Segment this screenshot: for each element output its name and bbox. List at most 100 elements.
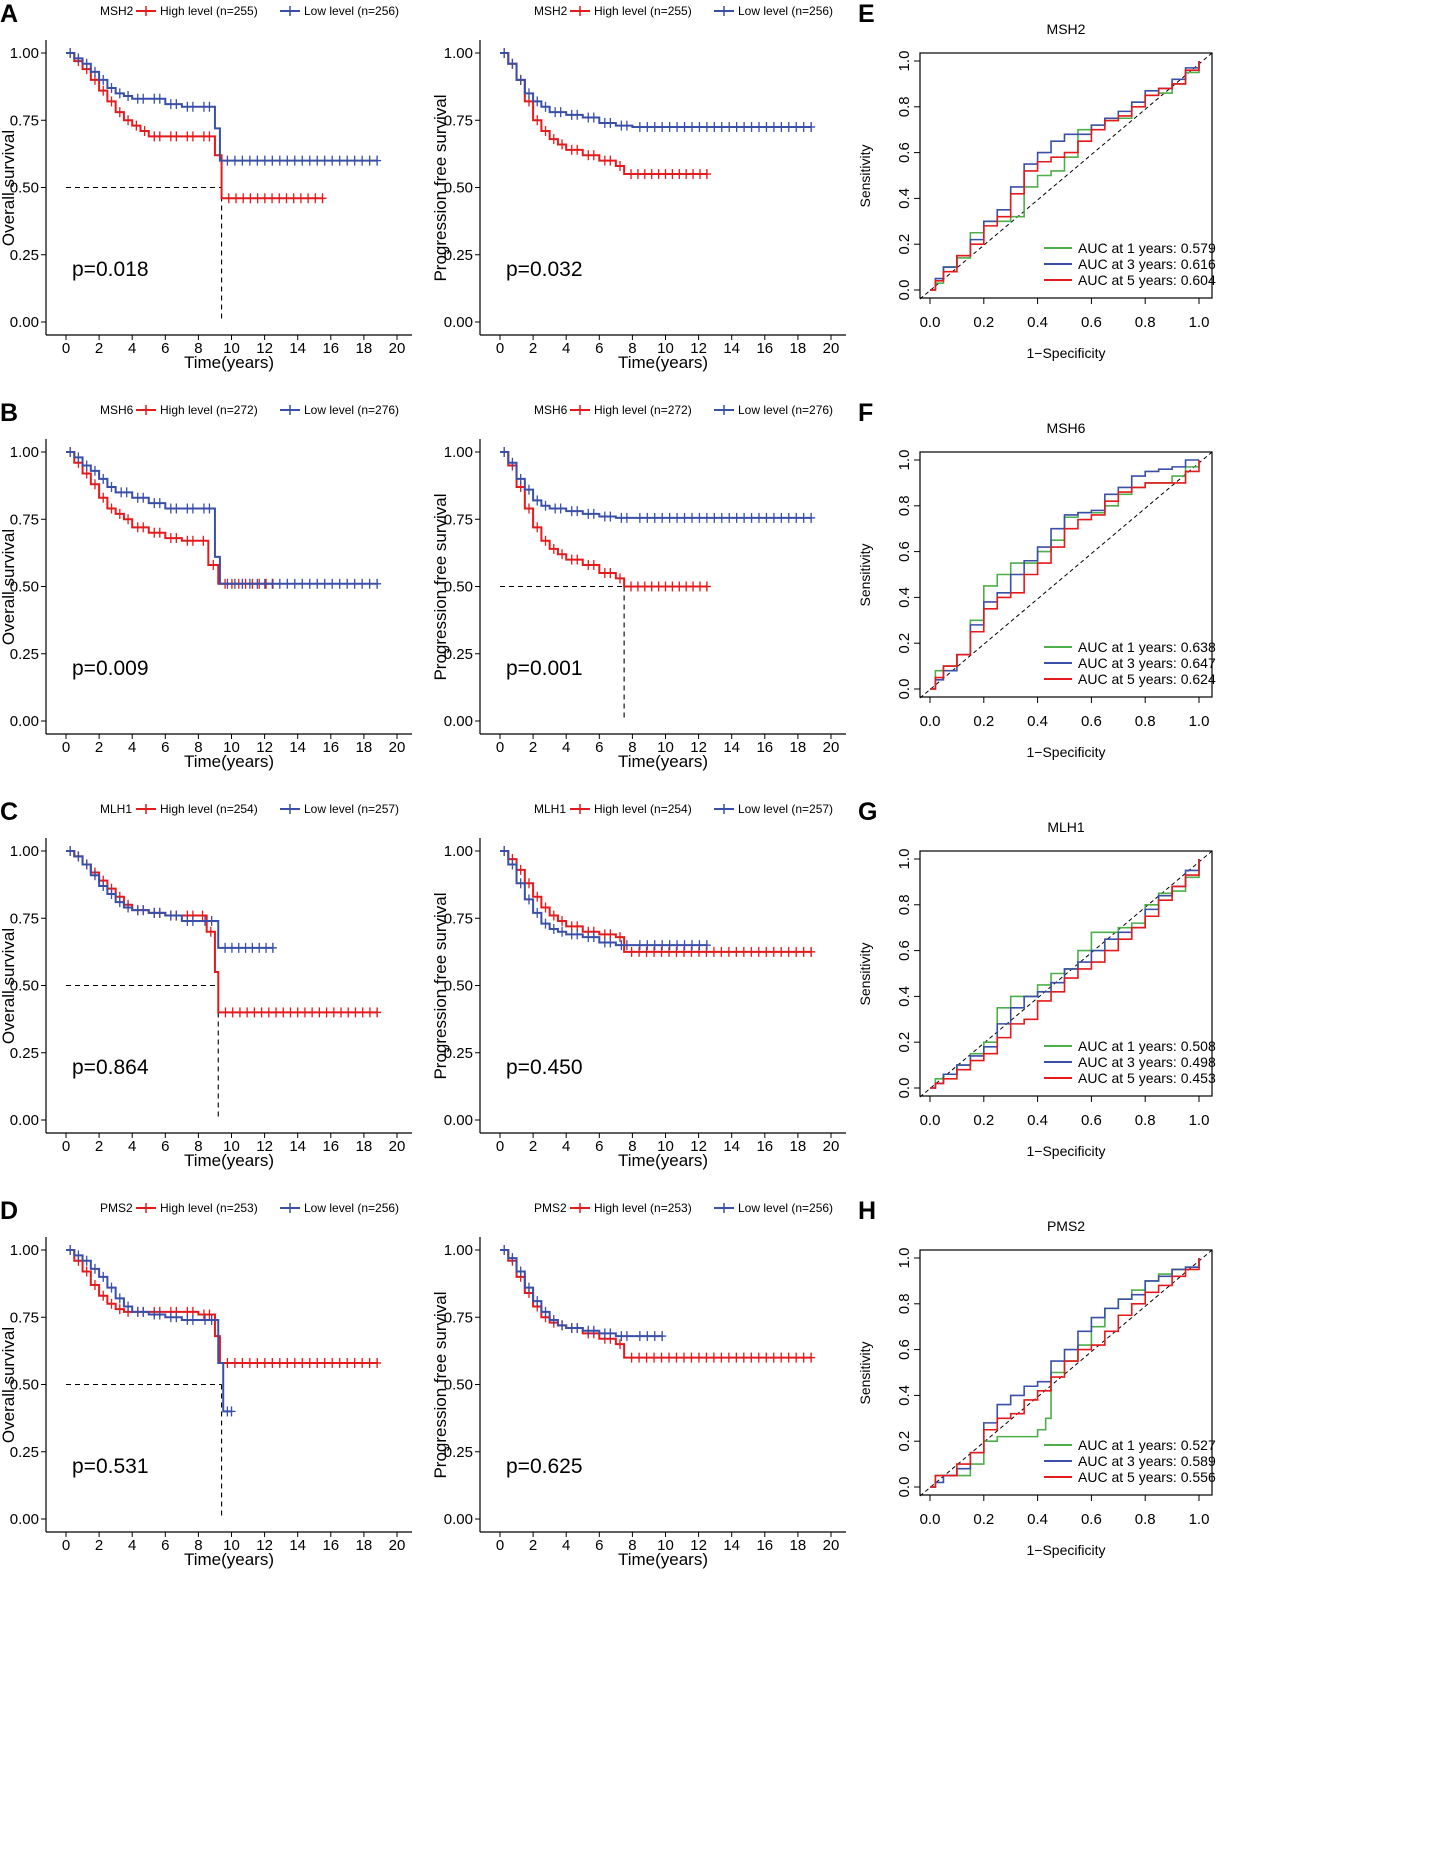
panel-letter: C: [0, 798, 18, 826]
survival-curve-low: [500, 451, 812, 519]
x-tick-label: 1.0: [1189, 314, 1210, 331]
x-tick-label: 8: [628, 1138, 636, 1155]
x-tick-label: 0.8: [1135, 1511, 1156, 1528]
km-chart-pms2-pfs: 0.00 0.25 0.50 0.75 1.00 0 2 4 6 8 10 12 14 16 18 20 Tim…: [431, 1201, 846, 1569]
y-tick-label: 0.0: [896, 1477, 913, 1498]
km-chart-mlh1-pfs: 0.00 0.25 0.50 0.75 1.00 0 2 4 6 8 10 12 14 16 18 20 Tim…: [431, 802, 846, 1170]
y-tick-label: 0.00: [444, 713, 473, 730]
survival-curve-low: [500, 1249, 663, 1338]
x-tick-label: 18: [356, 1537, 373, 1554]
p-value: p=0.032: [506, 258, 583, 281]
y-tick-label: 0.2: [896, 1431, 913, 1452]
km-legend: PMS2 High level (n=253) Low level (n=256): [100, 1201, 399, 1215]
roc-frame: [919, 1249, 1213, 1496]
x-tick-label: 2: [529, 1537, 537, 1554]
x-tick-label: 14: [723, 1537, 740, 1554]
survival-curve-low: [66, 52, 378, 162]
x-tick-label: 4: [128, 1138, 136, 1155]
roc-chart-pms2: PMS2 0.0 0.0 0.2 0.2 0.4 0.4 0.6 0.6 0.8 0.8 1.0 1.0…: [857, 1218, 1216, 1558]
y-tick-label: 0.0: [896, 280, 913, 301]
km-chart-msh6-os: 0.00 0.25 0.50 0.75 1.00 0 2 4 6 8 10 12 14 16 18 20 Tim…: [0, 403, 412, 771]
x-tick-label: 12: [256, 739, 273, 756]
x-tick-label: 4: [128, 739, 136, 756]
x-tick-label: 0.2: [973, 713, 994, 730]
x-tick-label: 8: [194, 340, 202, 357]
legend-label: AUC at 3 years: 0.616: [1078, 256, 1216, 272]
x-axis-title: Time(years): [184, 1151, 274, 1170]
x-tick-label: 6: [595, 739, 603, 756]
x-tick-label: 16: [322, 739, 339, 756]
roc-curve-5yr: [930, 859, 1200, 1089]
y-tick-label: 0.25: [444, 1045, 473, 1062]
x-tick-label: 10: [223, 1537, 240, 1554]
y-tick-label: 0.25: [10, 646, 39, 663]
y-axis-title: Progression free survival: [431, 1291, 450, 1478]
y-tick-label: 0.50: [444, 579, 473, 596]
x-tick-label: 0.0: [920, 713, 941, 730]
y-tick-label: 0.00: [10, 1511, 39, 1528]
y-tick-label: 1.0: [896, 450, 913, 471]
x-tick-label: 16: [756, 1138, 773, 1155]
x-tick-label: 0.4: [1027, 713, 1048, 730]
roc-frame: [919, 52, 1213, 299]
x-tick-label: 0: [62, 739, 70, 756]
y-tick-label: 0.8: [896, 96, 913, 117]
x-tick-label: 16: [756, 1537, 773, 1554]
roc-diagonal: [919, 451, 1213, 699]
x-tick-label: 6: [595, 340, 603, 357]
censor-marks-high: [503, 48, 711, 180]
x-tick-label: 16: [322, 1138, 339, 1155]
y-tick-label: 0.75: [10, 511, 39, 528]
censor-marks-low: [69, 846, 277, 953]
km-chart-msh6-pfs: 0.00 0.25 0.50 0.75 1.00 0 2 4 6 8 10 12 14 16 18 20 Tim…: [431, 403, 846, 771]
x-tick-label: 0.2: [973, 314, 994, 331]
x-tick-label: 10: [657, 1537, 674, 1554]
survival-curve-low: [66, 451, 378, 585]
survival-curve-high: [500, 451, 707, 588]
roc-title: MSH6: [1047, 420, 1086, 436]
y-tick-label: 0.75: [10, 112, 39, 129]
km-legend: MSH6 High level (n=272) Low level (n=276): [100, 403, 399, 417]
p-value: p=0.625: [506, 1455, 583, 1478]
x-tick-label: 0.8: [1135, 314, 1156, 331]
x-tick-label: 8: [628, 739, 636, 756]
x-tick-label: 4: [128, 1537, 136, 1554]
x-tick-label: 10: [657, 1138, 674, 1155]
x-tick-label: 0: [496, 1537, 504, 1554]
legend-high-label: High level (n=272): [594, 403, 692, 417]
y-tick-label: 1.00: [444, 1242, 473, 1259]
roc-title: PMS2: [1047, 1218, 1085, 1234]
legend-gene: MSH2: [534, 4, 568, 18]
legend-low-label: Low level (n=257): [738, 802, 833, 816]
y-tick-label: 0.2: [896, 633, 913, 654]
x-tick-label: 16: [756, 340, 773, 357]
x-tick-label: 12: [256, 1138, 273, 1155]
x-tick-label: 6: [161, 1138, 169, 1155]
x-tick-label: 0.4: [1027, 1511, 1048, 1528]
y-tick-label: 0.75: [10, 910, 39, 927]
x-tick-label: 10: [223, 340, 240, 357]
legend-label: AUC at 5 years: 0.556: [1078, 1469, 1216, 1485]
x-tick-label: 20: [389, 1537, 406, 1554]
x-tick-label: 6: [595, 1537, 603, 1554]
km-legend: MLH1 High level (n=254) Low level (n=257): [534, 802, 833, 816]
x-tick-label: 2: [95, 1138, 103, 1155]
y-axis-title: Sensitivity: [857, 543, 873, 606]
x-tick-label: 0.6: [1081, 314, 1102, 331]
x-tick-label: 2: [95, 340, 103, 357]
y-tick-label: 0.8: [896, 894, 913, 915]
survival-curve-low: [500, 52, 812, 128]
y-axis-title: Sensitivity: [857, 942, 873, 1005]
x-tick-label: 8: [194, 1138, 202, 1155]
y-axis-title: Overall survival: [0, 529, 18, 645]
x-tick-label: 14: [723, 1138, 740, 1155]
x-tick-label: 16: [756, 739, 773, 756]
y-tick-label: 0.00: [10, 314, 39, 331]
x-axis-title: Time(years): [618, 752, 708, 771]
y-axis-title: Overall survival: [0, 928, 18, 1044]
censor-marks-low: [69, 48, 382, 166]
y-tick-label: 0.00: [444, 314, 473, 331]
legend-low-label: Low level (n=256): [304, 4, 399, 18]
